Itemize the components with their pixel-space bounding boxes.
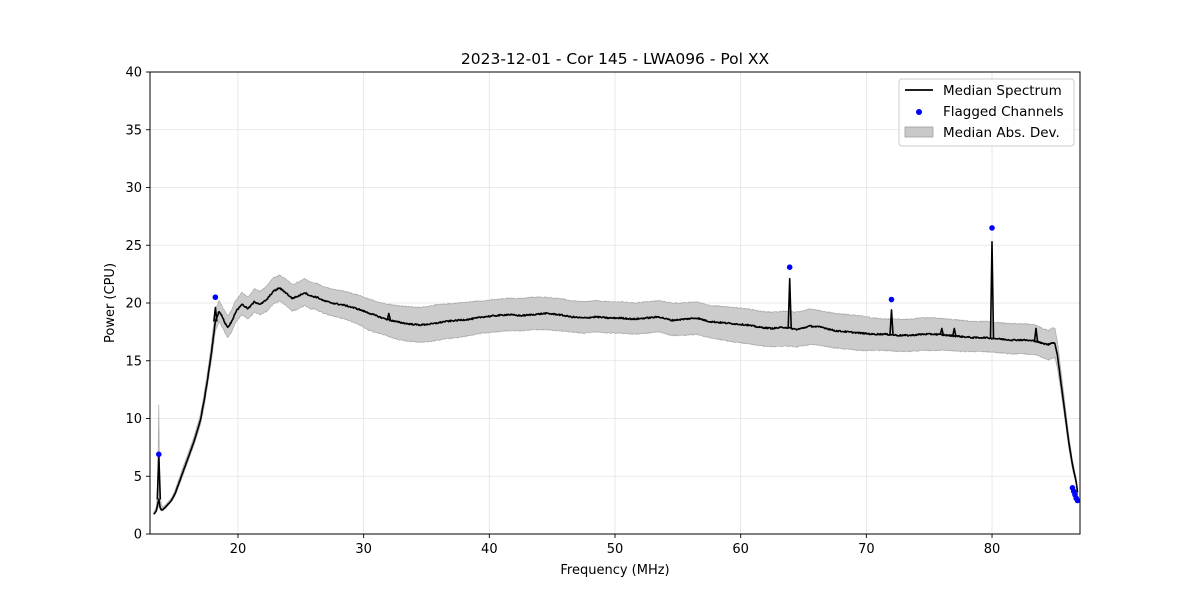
chart-title: 2023-12-01 - Cor 145 - LWA096 - Pol XX <box>461 50 770 68</box>
spike-line <box>989 241 995 339</box>
median-spectrum-line <box>153 287 1079 515</box>
y-tick-label: 0 <box>134 528 142 543</box>
x-tick-label: 70 <box>858 542 875 557</box>
median-spectrum-path <box>153 287 1079 515</box>
spike-line <box>952 327 957 337</box>
legend-median-abs-dev-swatch <box>904 126 934 138</box>
flagged-channel-point <box>888 296 895 303</box>
legend-median-spectrum-label: Median Spectrum <box>943 83 1062 99</box>
x-tick-label: 20 <box>230 542 247 557</box>
x-axis-label: Frequency (MHz) <box>560 563 669 578</box>
y-axis-label: Power (CPU) <box>103 263 118 343</box>
y-tick-label: 5 <box>134 470 142 485</box>
x-tick-label: 40 <box>481 542 498 557</box>
spike-line <box>939 327 945 335</box>
legend-flagged-channels-swatch <box>916 109 922 115</box>
y-tick-label: 20 <box>125 297 142 312</box>
spike-line <box>787 277 792 329</box>
legend-flagged-channels-label: Flagged Channels <box>943 104 1064 120</box>
legend-median-abs-dev-label: Median Abs. Dev. <box>943 125 1060 141</box>
flagged-channel-point <box>786 264 793 270</box>
flagged-channel-point <box>212 294 219 301</box>
flagged-channels-points <box>155 225 1081 504</box>
spike-line <box>889 309 894 335</box>
legend-box <box>898 78 1075 147</box>
y-tick-label: 15 <box>125 354 142 369</box>
x-tick-label: 50 <box>607 542 624 557</box>
y-tick-label: 30 <box>125 181 142 196</box>
x-tick-label: 60 <box>732 542 749 557</box>
spike-line <box>213 306 218 322</box>
axis-ticks: 20 30 40 50 60 70 80 0 5 10 15 20 25 30 35 40 <box>125 66 1000 558</box>
flagged-channel-point <box>1074 497 1081 504</box>
x-tick-label: 30 <box>355 542 372 557</box>
flagged-channel-point <box>155 451 162 458</box>
y-tick-label: 25 <box>125 239 142 254</box>
spike-line <box>1033 327 1039 342</box>
legend: Median Spectrum Flagged Channels Median … <box>898 78 1075 147</box>
spike-line <box>386 312 392 320</box>
y-tick-label: 35 <box>125 123 142 138</box>
x-tick-label: 80 <box>984 542 1001 557</box>
flagged-channel-point <box>989 225 995 231</box>
y-tick-label: 10 <box>125 412 142 427</box>
y-tick-label: 40 <box>125 66 142 81</box>
